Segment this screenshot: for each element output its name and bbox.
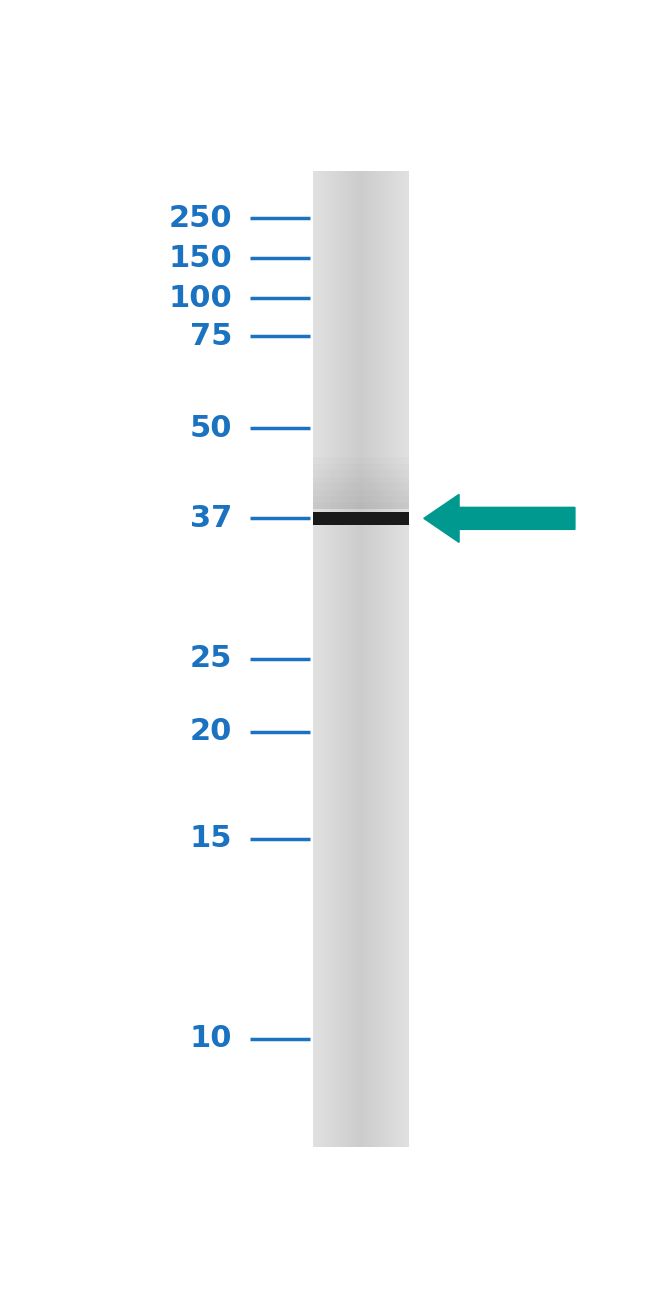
Bar [400,172,402,1147]
Bar [373,172,374,1147]
Text: 20: 20 [190,718,233,746]
Bar [378,172,379,1147]
Bar [313,464,409,471]
Bar [362,172,363,1147]
Bar [370,172,372,1147]
Bar [313,484,409,490]
Bar [338,172,339,1147]
Bar [381,172,382,1147]
Bar [358,172,359,1147]
Bar [374,172,375,1147]
Bar [332,172,333,1147]
Bar [398,172,399,1147]
Bar [363,172,365,1147]
Bar [313,172,314,1147]
Bar [356,172,358,1147]
Bar [313,497,409,503]
Bar [319,172,320,1147]
Bar [387,172,388,1147]
Text: 25: 25 [190,644,233,673]
Bar [365,172,367,1147]
Bar [402,172,403,1147]
Bar [349,172,350,1147]
Text: 37: 37 [190,504,233,533]
Bar [351,172,352,1147]
Text: 150: 150 [168,243,233,273]
Text: 15: 15 [190,824,233,853]
Bar [313,471,409,477]
Bar [352,172,354,1147]
Bar [393,172,395,1147]
Bar [386,172,387,1147]
Bar [359,172,361,1147]
Bar [320,172,321,1147]
Bar [372,172,373,1147]
Bar [313,490,409,497]
Bar [313,477,409,484]
Bar [330,172,331,1147]
Bar [408,172,409,1147]
Bar [395,172,396,1147]
Bar [403,172,404,1147]
Bar [399,172,400,1147]
Bar [369,172,370,1147]
Bar [350,172,351,1147]
Bar [388,172,389,1147]
Bar [406,172,408,1147]
Bar [382,172,384,1147]
Bar [404,172,405,1147]
Bar [337,172,338,1147]
Bar [342,172,343,1147]
Text: 75: 75 [190,321,233,351]
Bar [367,172,368,1147]
Bar [326,172,328,1147]
Bar [348,172,349,1147]
Bar [313,512,409,525]
Text: 100: 100 [168,283,233,312]
Bar [344,172,345,1147]
Bar [368,172,369,1147]
Bar [341,172,342,1147]
Text: 10: 10 [190,1024,233,1053]
Bar [384,172,385,1147]
Bar [392,172,393,1147]
Bar [325,172,326,1147]
Bar [361,172,362,1147]
Bar [345,172,346,1147]
Bar [391,172,392,1147]
Bar [333,172,335,1147]
Bar [380,172,381,1147]
Bar [389,172,391,1147]
Bar [355,172,356,1147]
Bar [313,503,409,510]
Bar [346,172,348,1147]
Bar [314,172,315,1147]
Bar [343,172,344,1147]
Text: 50: 50 [190,413,233,443]
Bar [385,172,386,1147]
FancyArrow shape [424,494,575,542]
Bar [376,172,378,1147]
Bar [313,458,409,464]
Bar [331,172,332,1147]
Bar [324,172,325,1147]
Bar [318,172,319,1147]
Text: 250: 250 [169,204,233,233]
Bar [379,172,380,1147]
Bar [317,172,318,1147]
Bar [405,172,406,1147]
Bar [328,172,330,1147]
Bar [396,172,398,1147]
Bar [322,172,324,1147]
Bar [375,172,376,1147]
Bar [339,172,341,1147]
Bar [321,172,322,1147]
Bar [354,172,355,1147]
Bar [315,172,317,1147]
Bar [335,172,337,1147]
